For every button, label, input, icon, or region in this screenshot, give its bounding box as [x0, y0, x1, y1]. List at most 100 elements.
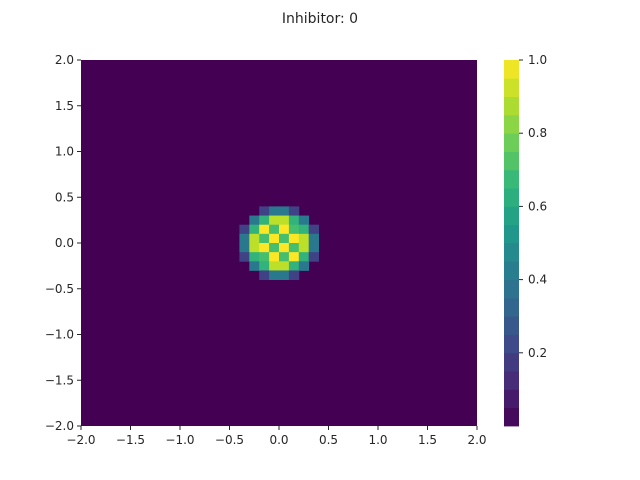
- colorbar-segment: [504, 261, 519, 280]
- y-tick-label: −1.0: [45, 328, 74, 342]
- y-tick-label: 0.0: [55, 236, 74, 250]
- heatmap-cell: [239, 243, 250, 253]
- heatmap-cell: [279, 243, 290, 253]
- heatmap-cell: [239, 224, 250, 235]
- heatmap-cell: [279, 206, 290, 216]
- colorbar-segment: [504, 133, 519, 152]
- y-tick-label: 1.0: [55, 145, 74, 159]
- y-tick-label: 0.5: [55, 190, 74, 204]
- heatmap-cell: [279, 270, 290, 280]
- heatmap-cell: [269, 261, 280, 271]
- heatmap-cell: [308, 243, 319, 253]
- heatmap-cell: [288, 206, 300, 216]
- heatmap-cell: [249, 215, 260, 226]
- heatmap-cell: [279, 252, 290, 262]
- colorbar-segment: [504, 96, 519, 116]
- heatmap-cell: [269, 243, 280, 253]
- colorbar-tick-label: 0.2: [528, 346, 547, 360]
- heatmap-cell: [298, 224, 310, 235]
- heatmap-cell: [259, 233, 270, 244]
- heatmap-cell: [288, 270, 300, 280]
- heatmap-cell: [288, 233, 300, 244]
- heatmap-cell: [249, 261, 260, 271]
- colorbar-segment: [504, 371, 519, 390]
- heatmap-cell: [298, 252, 310, 262]
- heatmap-cell: [269, 252, 280, 262]
- x-tick-label: 2.0: [467, 433, 486, 447]
- colorbar-segment: [504, 407, 519, 427]
- heatmap-cell: [269, 215, 280, 226]
- y-tick-label: 1.5: [55, 99, 74, 113]
- colorbar-segment: [504, 279, 519, 299]
- colorbar-segment: [504, 78, 519, 97]
- colorbar-tick-label: 1.0: [528, 53, 547, 67]
- heatmap-cell: [249, 252, 260, 262]
- heatmap-cell: [259, 224, 270, 235]
- y-tick-label: 2.0: [55, 53, 74, 67]
- colorbar-segment: [504, 316, 519, 335]
- heatmap-cell: [279, 215, 290, 226]
- heatmap-cell: [288, 243, 300, 253]
- y-axis: −2.0 −1.5 −1.0 −0.5 0.0 0.5 1.0 1.5 2.0: [45, 53, 81, 433]
- colorbar-segment: [504, 297, 519, 317]
- colorbar-segment: [504, 169, 519, 189]
- x-axis: −2.0 −1.5 −1.0 −0.5 0.0 0.5 1.0 1.5 2.0: [66, 426, 487, 447]
- heatmap-cell: [269, 206, 280, 216]
- colorbar-segment: [504, 206, 519, 226]
- heatmap-cell: [239, 233, 250, 244]
- heatmap-cell: [249, 233, 260, 244]
- colorbar-segment: [504, 60, 519, 79]
- x-tick-label: −2.0: [66, 433, 95, 447]
- colorbar-segment: [504, 114, 519, 134]
- x-tick-label: −1.0: [165, 433, 194, 447]
- colorbar-segment: [504, 151, 519, 171]
- chart-title: Inhibitor: 0: [282, 11, 358, 27]
- y-tick-label: −2.0: [45, 419, 74, 433]
- heatmap-cell: [298, 261, 310, 271]
- colorbar-tick-label: 0.4: [528, 273, 547, 287]
- heatmap-cell: [259, 206, 270, 216]
- heatmap-cell: [279, 233, 290, 244]
- heatmap-cell: [269, 233, 280, 244]
- x-tick-label: 0.5: [319, 433, 338, 447]
- x-tick-label: 1.5: [418, 433, 437, 447]
- heatmap-cell: [308, 252, 319, 262]
- x-tick-label: −1.5: [116, 433, 145, 447]
- heatmap-cell: [269, 270, 280, 280]
- colorbar-segment: [504, 334, 519, 354]
- heatmap-cell: [308, 224, 319, 235]
- heatmap-cell: [288, 224, 300, 235]
- colorbar-segment: [504, 224, 519, 244]
- colorbar: 0.2 0.4 0.6 0.8 1.0: [504, 53, 547, 427]
- heatmap-cells: [81, 60, 477, 426]
- heatmap-cell: [259, 243, 270, 253]
- heatmap-cell: [298, 233, 310, 244]
- heatmap-cell: [259, 252, 270, 262]
- colorbar-segment: [504, 243, 519, 262]
- x-tick-label: 1.0: [368, 433, 387, 447]
- heatmap-cell: [279, 261, 290, 271]
- heatmap-cell: [259, 261, 270, 271]
- y-tick-label: −0.5: [45, 282, 74, 296]
- heatmap-cell: [249, 224, 260, 235]
- heatmap-cell: [298, 243, 310, 253]
- heatmap-cell: [288, 252, 300, 262]
- heatmap-cell: [269, 224, 280, 235]
- heatmap-cell: [298, 215, 310, 226]
- heatmap-cell: [288, 215, 300, 226]
- x-tick-label: −0.5: [215, 433, 244, 447]
- heatmap-cell: [308, 233, 319, 244]
- heatmap-cell: [259, 215, 270, 226]
- colorbar-segment: [504, 188, 519, 207]
- colorbar-segment: [504, 389, 519, 409]
- heatmap-cell: [249, 243, 260, 253]
- heatmap-cell: [279, 224, 290, 235]
- colorbar-tick-label: 0.8: [528, 126, 547, 140]
- colorbar-segment: [504, 352, 519, 372]
- colorbar-tick-label: 0.6: [528, 199, 547, 213]
- heatmap-cell: [239, 252, 250, 262]
- heatmap-cell: [288, 261, 300, 271]
- x-tick-label: 0.0: [269, 433, 288, 447]
- y-tick-label: −1.5: [45, 373, 74, 387]
